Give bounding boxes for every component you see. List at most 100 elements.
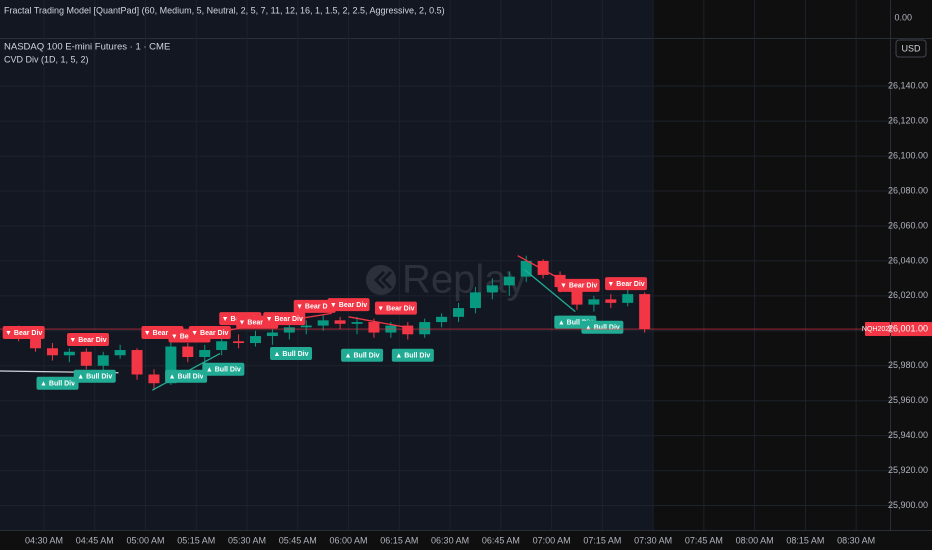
x-tick-label: 06:30 AM bbox=[431, 535, 469, 545]
x-tick-label: 05:45 AM bbox=[279, 535, 317, 545]
candle-body bbox=[97, 355, 109, 366]
y-tick-label: 25,920.00 bbox=[888, 465, 928, 475]
indicator-legend: Fractal Trading Model [QuantPad] (60, Me… bbox=[4, 5, 445, 15]
candle-body bbox=[233, 341, 245, 344]
candle-body bbox=[622, 294, 634, 303]
x-tick-label: 07:00 AM bbox=[533, 535, 571, 545]
candle-body bbox=[283, 327, 295, 333]
candle-body bbox=[469, 292, 481, 309]
replay-history-area bbox=[0, 0, 654, 530]
signal-label: ▼ Bear Div bbox=[69, 337, 106, 344]
candle-body bbox=[266, 332, 278, 337]
candle-body bbox=[537, 260, 549, 275]
signal-label: ▼ Bear Div bbox=[191, 330, 228, 337]
currency-button[interactable] bbox=[895, 39, 927, 58]
candle-body bbox=[571, 287, 583, 305]
signal-label-box bbox=[605, 277, 648, 291]
candle-body bbox=[114, 350, 126, 356]
signal-label-box bbox=[341, 348, 384, 362]
currency-label[interactable]: USD bbox=[901, 43, 921, 53]
signal-label-box bbox=[391, 348, 434, 362]
x-tick-label: 06:00 AM bbox=[330, 535, 368, 545]
x-tick-label: 07:15 AM bbox=[583, 535, 621, 545]
candle-body bbox=[165, 346, 177, 384]
candle-body bbox=[216, 341, 228, 351]
signal-label: ▲ Bull Div bbox=[169, 374, 204, 381]
candle-body bbox=[588, 299, 600, 305]
x-tick-label: 08:00 AM bbox=[736, 535, 774, 545]
candle-body bbox=[639, 294, 651, 330]
signal-label: ▼ Bear Div bbox=[239, 319, 276, 326]
candle-body bbox=[131, 350, 143, 375]
candle-body bbox=[249, 336, 261, 344]
y-tick-label: 26,140.00 bbox=[888, 81, 928, 91]
y-tick-label: 26,100.00 bbox=[888, 150, 928, 160]
signal-label: ▲ Bull Div bbox=[40, 381, 75, 388]
signal-label-box bbox=[374, 301, 417, 315]
signal-label: ▲ Bull Div bbox=[345, 353, 380, 360]
signal-label: ▲ Bull Div bbox=[77, 374, 112, 381]
candle-body bbox=[351, 322, 363, 324]
last-price-tag bbox=[891, 322, 932, 337]
x-tick-label: 04:45 AM bbox=[76, 535, 114, 545]
signal-label: ▼ Bear Div bbox=[330, 302, 367, 309]
instrument-title: NASDAQ 100 E-mini Futures · 1 · CME bbox=[4, 42, 170, 53]
signal-label-box bbox=[165, 369, 208, 383]
x-tick-label: 06:45 AM bbox=[482, 535, 520, 545]
signal-label-box bbox=[557, 278, 600, 292]
candle-body bbox=[334, 320, 346, 324]
candle-body bbox=[46, 348, 58, 356]
x-tick-label: 05:15 AM bbox=[177, 535, 215, 545]
signal-label: ▲ Bull Div bbox=[395, 353, 430, 360]
candle-body bbox=[368, 322, 380, 333]
candle-body bbox=[199, 350, 211, 358]
y-tick-label: 26,040.00 bbox=[888, 255, 928, 265]
watermark-icon bbox=[366, 265, 396, 295]
signal-label: ▼ Bear Div bbox=[296, 304, 333, 311]
candle-body bbox=[503, 276, 515, 286]
candle-body bbox=[30, 337, 42, 349]
last-price-label: 26,001.00 bbox=[888, 323, 928, 333]
watermark-icon-arrows bbox=[373, 270, 393, 290]
y-tick-label: 26,080.00 bbox=[888, 185, 928, 195]
plot: ▼ Bear Div▼ Bear Div▼ Bear Div▼ Bear Div… bbox=[0, 255, 890, 391]
x-tick-label: 08:15 AM bbox=[786, 535, 824, 545]
y-tick-label: 25,940.00 bbox=[888, 430, 928, 440]
x-tick-label: 07:30 AM bbox=[634, 535, 672, 545]
y-tick-label: 26,020.00 bbox=[888, 290, 928, 300]
candle-body bbox=[436, 316, 448, 323]
signal-label-box bbox=[263, 312, 306, 326]
candle-body bbox=[402, 325, 414, 335]
signal-label: ▲ Bull Div bbox=[206, 367, 241, 374]
candle-body bbox=[182, 346, 194, 358]
signal-label: ▼ Bear Div bbox=[560, 283, 597, 290]
signal-label: ▼ Bear Div bbox=[607, 281, 644, 288]
candle-body bbox=[80, 351, 92, 366]
signal-label: ▲ Bull Div bbox=[585, 325, 620, 332]
signal-label: ▼ Bear Div bbox=[5, 330, 42, 337]
x-tick-label: 06:15 AM bbox=[380, 535, 418, 545]
candle-body bbox=[453, 308, 465, 317]
signal-label: ▼ Bear Div bbox=[266, 316, 303, 323]
candle-body bbox=[148, 374, 160, 384]
x-tick-label: 05:30 AM bbox=[228, 535, 266, 545]
signal-label-box bbox=[202, 362, 245, 376]
x-tick-label: 07:45 AM bbox=[685, 535, 723, 545]
signal-label-box bbox=[293, 299, 336, 313]
divergence-line bbox=[348, 316, 407, 328]
signal-label-box bbox=[66, 333, 109, 347]
symbol-tag bbox=[865, 322, 890, 337]
y-tick-label: 25,960.00 bbox=[888, 395, 928, 405]
signal-label-box bbox=[327, 298, 370, 312]
symbol-label: NQH2026 bbox=[862, 326, 893, 333]
signal-label: ▲ Bull Div bbox=[274, 351, 309, 358]
divergence-line bbox=[524, 269, 576, 313]
x-tick-label: 08:30 AM bbox=[837, 535, 875, 545]
indicator-tick-label: 0.00 bbox=[894, 12, 912, 22]
x-tick-label: 05:00 AM bbox=[126, 535, 164, 545]
y-tick-label: 26,060.00 bbox=[888, 220, 928, 230]
candle-body bbox=[63, 351, 75, 356]
signal-label-box bbox=[270, 347, 313, 361]
